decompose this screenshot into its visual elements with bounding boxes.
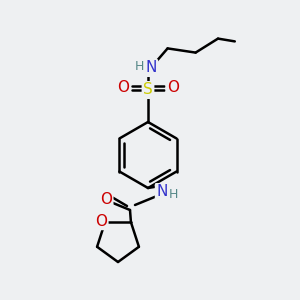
Text: O: O: [167, 80, 179, 95]
Text: O: O: [100, 191, 112, 206]
Text: S: S: [143, 82, 153, 98]
Text: O: O: [95, 214, 107, 229]
Text: H: H: [134, 59, 144, 73]
Text: O: O: [117, 80, 129, 95]
Text: N: N: [145, 61, 157, 76]
Text: H: H: [168, 188, 178, 200]
Text: N: N: [156, 184, 168, 200]
